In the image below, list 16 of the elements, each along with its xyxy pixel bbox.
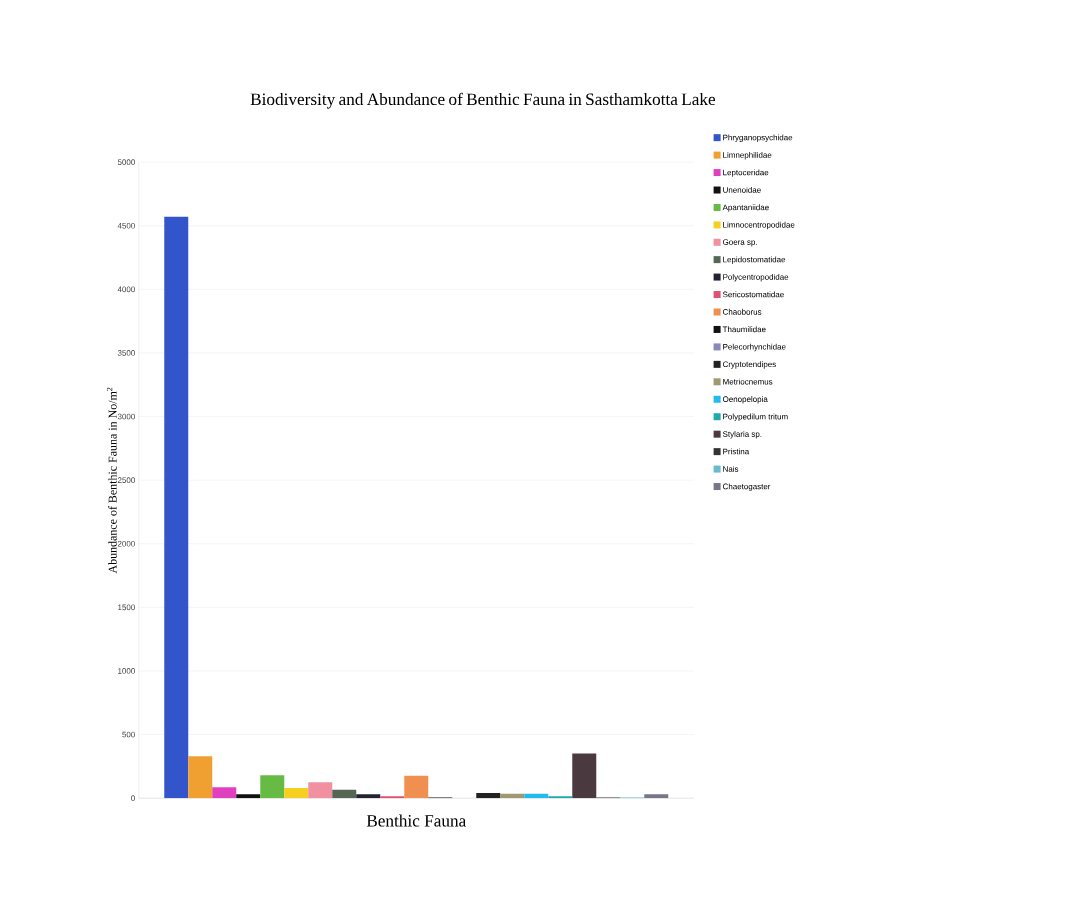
bar xyxy=(284,787,309,799)
bar xyxy=(572,753,597,799)
y-axis-title: Abundance of Benthic Fauna in No/m$^{2}$ xyxy=(106,387,117,574)
bar xyxy=(188,756,213,799)
bar xyxy=(644,794,669,799)
x-axis-title: Benthic Fauna xyxy=(366,814,466,827)
chart-title: Biodiversity and Abundance of Benthic Fauna in Sasthamkotta Lake xyxy=(250,92,716,109)
bar xyxy=(404,775,429,799)
bar xyxy=(236,794,261,799)
bar xyxy=(260,775,285,799)
bar xyxy=(212,787,237,799)
bar xyxy=(356,794,381,799)
bar xyxy=(308,782,333,799)
bar xyxy=(332,789,357,799)
bar xyxy=(476,793,501,799)
bar xyxy=(164,216,189,799)
